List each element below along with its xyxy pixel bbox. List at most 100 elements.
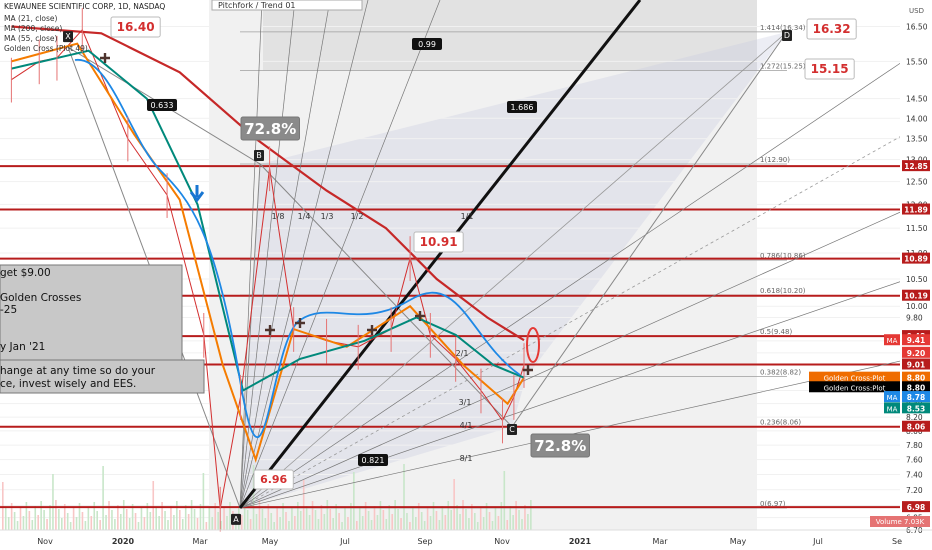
price-badge-label: 10.19 [904,292,928,301]
volume-bar [423,521,426,530]
callout-mid-high: 10.91 [413,231,464,253]
price-axis-bg [900,0,932,550]
callout-percent-bottom-bg [530,433,590,458]
volume-bar [518,510,520,530]
volume-bar [99,520,101,530]
y-tick-label: 7.80 [906,441,923,450]
volume-bar [491,521,494,530]
golden-cross-marker [367,325,377,335]
price-badge-tag: Golden Cross:Plot [824,375,886,383]
callout-target-d-bg [806,18,857,40]
volume-bar [255,514,258,530]
volume-bar [320,505,323,530]
volume-bar [456,505,458,530]
volume-bar [521,519,523,530]
volume-bar [199,504,202,530]
volume-bar [193,509,196,530]
volume-bar [509,506,511,530]
volume-bar [264,518,267,530]
price-badge: 11.89 [902,203,930,215]
volume-bar [335,504,337,530]
volume-bar [388,505,391,530]
volume-bar [341,522,343,530]
volume-bar [267,504,270,530]
volume-bar [52,474,54,530]
volume-bar [468,518,470,530]
y-tick-label: 14.00 [906,114,928,123]
volume-bar [273,522,275,530]
y-tick-label: 11.50 [906,224,928,233]
pivot-d: D [782,30,792,41]
volume-bar [63,504,66,530]
price-badge-label: 11.89 [904,206,928,215]
volume-bar [356,521,358,530]
ratio-badge-bg [507,101,537,113]
callout-target-2: 15.15 [804,58,855,80]
volume-bar [270,513,273,530]
callout-mid-high-text: 10.91 [420,235,458,249]
volume-bar [229,502,231,530]
volume-bar [223,507,225,530]
gann-fan-line [239,0,369,509]
ratio-badge: 0.821 [358,454,388,466]
gann-fan-line [239,59,906,509]
gann-fan-line [239,0,441,509]
callout-target-2-bg [804,58,855,80]
volume-bar [58,509,60,530]
pivot-label: B [256,151,262,160]
volume-bar [450,510,452,530]
title-fragment: Pitchfork / Trend 01 [218,1,296,10]
volume-bar [447,501,450,530]
volume-bar [329,509,332,530]
volume-bar [364,502,367,530]
price-badge-bg [902,420,930,432]
volume-badge: Volume 7.03K [870,516,930,527]
volume-bar [220,521,222,530]
ratio-badge: 1.686 [507,101,537,113]
fib-level-label: 0.382(8.82) [760,368,801,376]
note-line: y Jan '21 [0,341,45,353]
fib-level-label: 0.5(9.48) [760,328,792,336]
price-badge-label: 8.53 [907,404,926,413]
volume-bar [43,510,45,530]
fan-ratio-label: 8/1 [460,454,473,463]
note-box: get $9.00 Golden Crosses-25 y Jan '21 hange… [0,264,205,394]
y-tick-label: 10.00 [906,302,928,311]
fib-level-label: 0.618(10.20) [760,287,806,295]
fan-ratio-label: 1/8 [272,212,285,221]
volume-bar [4,508,7,530]
volume-bar [261,509,264,530]
ratio-label: 0.821 [362,456,385,465]
fan-ratio-label: 1/3 [321,212,334,221]
volume-bar [412,508,414,530]
volume-bar [420,512,423,530]
callout-percent-top: 72.8% [240,116,300,141]
callout-percent-bottom-text: 72.8% [534,437,586,455]
volume-bar [152,481,155,530]
volume-bar [161,502,163,530]
price-badge-bg [902,402,930,414]
volume-bar [376,515,379,530]
volume-bar [503,471,506,530]
volume-bar [137,522,140,530]
price-badge-bg [902,289,930,301]
volume-bar [66,513,69,530]
highlight-oval [526,327,540,363]
volume-bar [459,514,461,530]
volume-bar [196,518,199,530]
price-badge-tag-bg [884,334,900,346]
volume-bar [294,516,296,530]
ma-legend-entry: Golden Cross (Plot 49) [4,44,88,53]
volume-bar [479,508,482,530]
volume-bar [394,500,396,530]
ratio-badge-bg [412,38,442,50]
price-badge-label: 8.78 [907,393,926,402]
volume-bar [382,510,385,530]
series-line-ma-55-close- [11,49,525,393]
volume-bar [205,522,208,530]
volume-bar [179,510,181,530]
title-fragment-box [211,0,363,11]
legend-header: KEWAUNEE SCIENTIFIC CORP, 1D, NASDAQ MA (… [4,2,165,53]
volume-bar [485,503,488,530]
